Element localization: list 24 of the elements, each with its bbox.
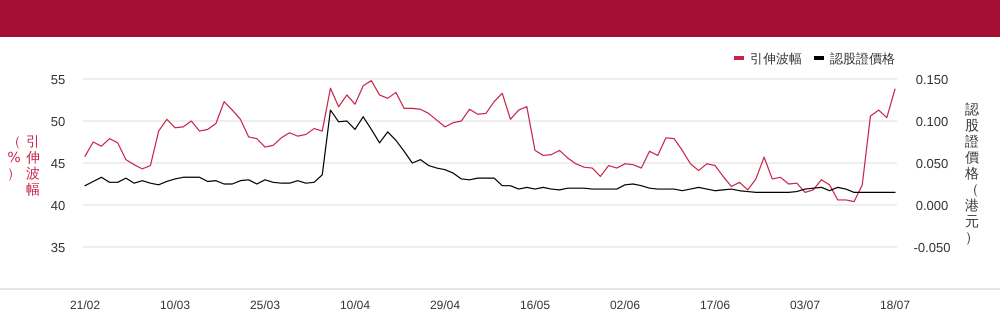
x-tick-label: 21/02: [70, 298, 100, 312]
x-tick-label: 02/06: [610, 298, 640, 312]
text: 認股證價格（港元）: [965, 102, 979, 246]
legend-label: 認股證價格: [830, 52, 895, 67]
y2-tick-label: 0.100: [916, 114, 948, 129]
y-tick-label: 35: [50, 240, 66, 255]
y2-tick-label: -0.050: [914, 240, 950, 255]
text: 引伸波幅（%）: [7, 134, 40, 198]
x-tick-label: 16/05: [520, 298, 550, 312]
x-tick-label: 18/07: [880, 298, 910, 312]
y2-tick-label: 0.150: [916, 72, 948, 87]
legend-label: 引伸波幅: [750, 52, 802, 67]
y-tick-label: 45: [50, 156, 66, 171]
x-tick-label: 10/03: [160, 298, 190, 312]
y-tick-label: 40: [50, 198, 66, 213]
x-tick-label: 10/04: [340, 298, 370, 312]
y-tick-label: 55: [50, 72, 66, 87]
x-tick-label: 03/07: [790, 298, 820, 312]
x-tick-label: 17/06: [700, 298, 730, 312]
x-tick-label: 29/04: [430, 298, 460, 312]
y-tick-label: 50: [50, 114, 66, 129]
y2-tick-label: 0.000: [916, 198, 948, 213]
x-tick-label: 25/03: [250, 298, 280, 312]
y2-tick-label: 0.050: [916, 156, 948, 171]
